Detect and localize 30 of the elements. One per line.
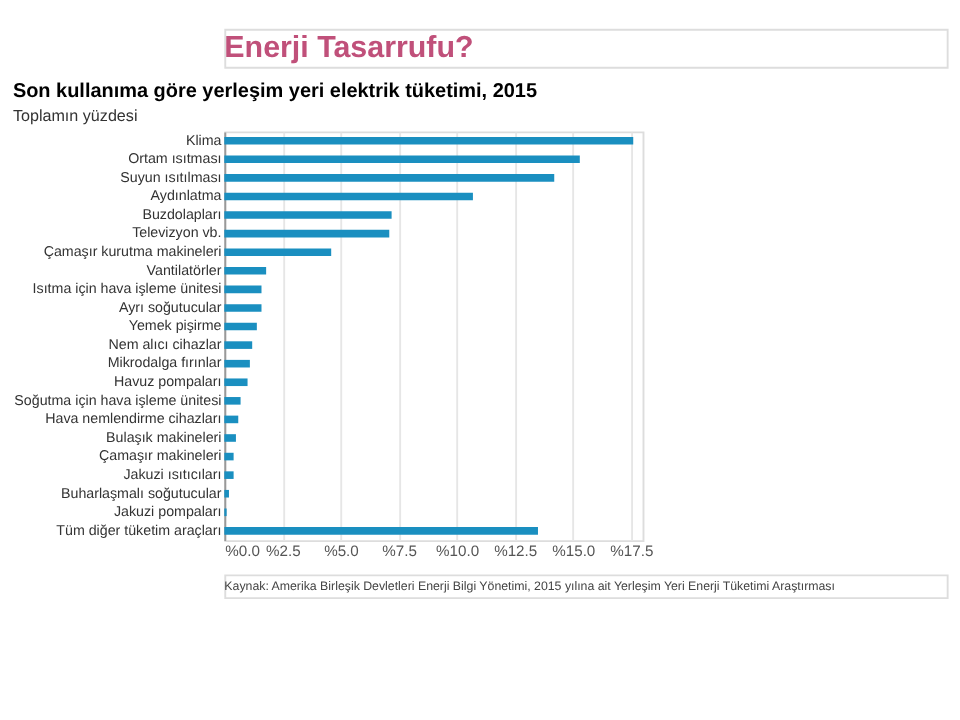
x-tick-label: %17.5	[610, 542, 654, 561]
x-tick-label: %10.0	[436, 542, 480, 561]
bar	[224, 452, 234, 461]
bar	[224, 304, 262, 312]
bar	[224, 229, 390, 238]
x-tick-label: %0.0	[225, 542, 260, 561]
bar	[224, 527, 538, 535]
text: Enerji Tasarrufu?	[224, 31, 474, 66]
bar	[224, 192, 473, 201]
x-tick-label: %7.5	[382, 542, 417, 561]
bar	[224, 155, 580, 164]
bar	[224, 211, 392, 219]
bar	[224, 359, 250, 368]
bar	[224, 285, 262, 294]
x-tick-label: %12.5	[494, 542, 538, 561]
bar	[224, 322, 257, 331]
bar	[224, 471, 234, 479]
x-tick-label: %15.0	[552, 542, 596, 561]
x-tick-label: %5.0	[324, 542, 359, 561]
bar	[224, 378, 248, 387]
bar	[224, 434, 236, 442]
bar	[224, 266, 267, 275]
x-tick-label: %2.5	[266, 542, 301, 561]
bar	[224, 397, 241, 405]
bar	[224, 248, 332, 257]
chart-title: Son kullanıma göre yerleşim yeri elektrik tüketimi, 2015	[12, 81, 538, 104]
bar	[224, 415, 239, 424]
bar	[224, 174, 555, 182]
bar	[224, 136, 634, 145]
bar	[224, 341, 253, 349]
